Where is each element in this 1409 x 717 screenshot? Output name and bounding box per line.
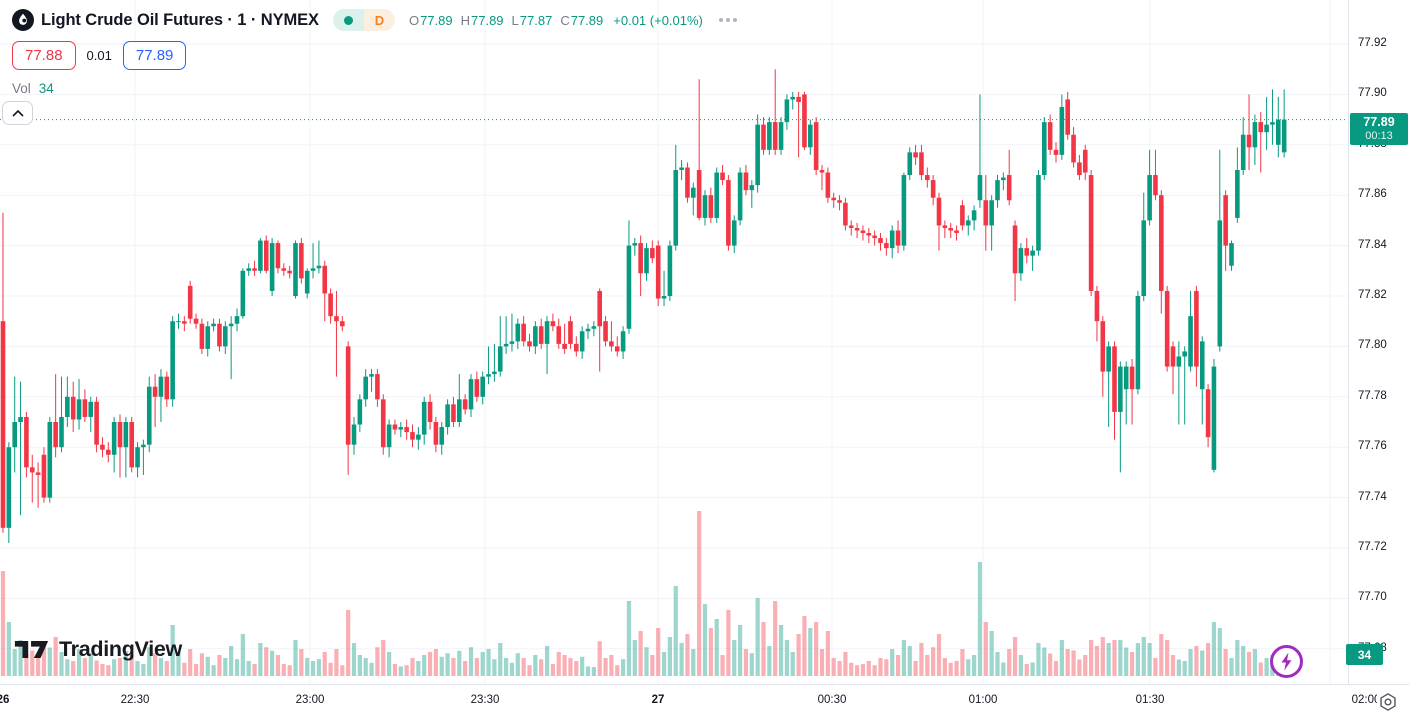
- time-tick-label: 00:30: [817, 694, 847, 706]
- time-tick-label: 01:30: [1135, 694, 1165, 706]
- symbol-title[interactable]: Light Crude Oil Futures · 1 · NYMEX: [41, 10, 319, 29]
- time-tick-label: 23:00: [295, 694, 325, 706]
- market-open-dot-icon: [332, 9, 364, 31]
- high-label: H: [460, 12, 470, 28]
- last-volume-badge: 34: [1346, 644, 1383, 665]
- gridlines: [0, 0, 1348, 684]
- price-axis[interactable]: 77.9277.9077.8877.8677.8477.8277.8077.78…: [1346, 0, 1409, 684]
- change-value: +0.01 (+0.01%): [613, 12, 703, 28]
- time-tick-label: 27: [651, 694, 665, 706]
- volume-row: Vol 34: [12, 81, 737, 96]
- more-options-icon[interactable]: [718, 18, 737, 22]
- price-tick-label: 77.84: [1358, 238, 1387, 251]
- symbol-logo-oil-icon: [12, 9, 34, 31]
- candles: [0, 69, 1287, 543]
- interval-d-badge[interactable]: D: [363, 9, 395, 31]
- spread-value: 0.01: [86, 48, 112, 63]
- bar-countdown: 00:13: [1365, 129, 1393, 142]
- quote-row: 77.88 0.01 77.89: [12, 41, 737, 70]
- price-tick-label: 77.86: [1358, 188, 1387, 201]
- close-label: C: [560, 12, 570, 28]
- collapse-legend-button[interactable]: [2, 101, 33, 125]
- price-tick-label: 77.76: [1358, 440, 1387, 453]
- volume-label: Vol: [12, 81, 31, 96]
- tradingview-logo-icon: [14, 640, 49, 659]
- lightning-bolt-icon: [1270, 645, 1303, 678]
- chart-pane[interactable]: [0, 0, 1348, 684]
- tradingview-watermark-text: TradingView: [59, 637, 182, 661]
- ohlc-values: O 77.89 H 77.89 L 77.87 C 77.89 +0.01 (+0.01…: [409, 13, 703, 28]
- chevron-up-icon: [11, 109, 24, 117]
- volume-value: 34: [38, 81, 54, 96]
- time-tick-label: 23:30: [470, 694, 500, 706]
- price-tick-label: 77.72: [1358, 541, 1387, 553]
- price-tick-label: 77.70: [1358, 591, 1387, 604]
- sell-price-button[interactable]: 77.88: [12, 41, 76, 70]
- open-value: 77.89: [420, 12, 453, 28]
- scale-settings-nut-icon[interactable]: [1377, 691, 1399, 713]
- price-tick-label: 77.74: [1358, 490, 1387, 503]
- price-tick-label: 77.82: [1358, 289, 1387, 301]
- buy-price-button[interactable]: 77.89: [122, 41, 187, 70]
- price-tick-label: 77.78: [1358, 389, 1387, 402]
- high-value: 77.89: [471, 12, 504, 28]
- time-tick-label: 22:30: [120, 694, 150, 706]
- last-price-badge: 77.89 00:13: [1350, 113, 1408, 145]
- time-tick-label: 26: [0, 694, 10, 706]
- candlestick-chart[interactable]: [0, 0, 1348, 684]
- last-price-value: 77.89: [1363, 115, 1395, 130]
- price-tick-label: 77.92: [1358, 37, 1387, 49]
- price-tick-label: 77.90: [1358, 87, 1387, 100]
- volume-bars: [0, 511, 1287, 676]
- time-axis[interactable]: 26 22:30 23:00 23:30 27 00:30 01:00 01:30 02:00: [0, 684, 1409, 717]
- time-tick-label: 01:00: [968, 694, 998, 706]
- low-value: 77.87: [519, 12, 553, 28]
- time-tick-label: 02:00: [1351, 694, 1381, 706]
- boost-button[interactable]: [1268, 643, 1305, 680]
- price-tick-label: 77.80: [1358, 339, 1387, 352]
- open-label: O: [408, 12, 420, 28]
- market-status-pill[interactable]: D: [332, 9, 395, 31]
- close-value: 77.89: [570, 12, 604, 28]
- tradingview-watermark[interactable]: TradingView: [13, 636, 182, 663]
- low-label: L: [511, 12, 519, 28]
